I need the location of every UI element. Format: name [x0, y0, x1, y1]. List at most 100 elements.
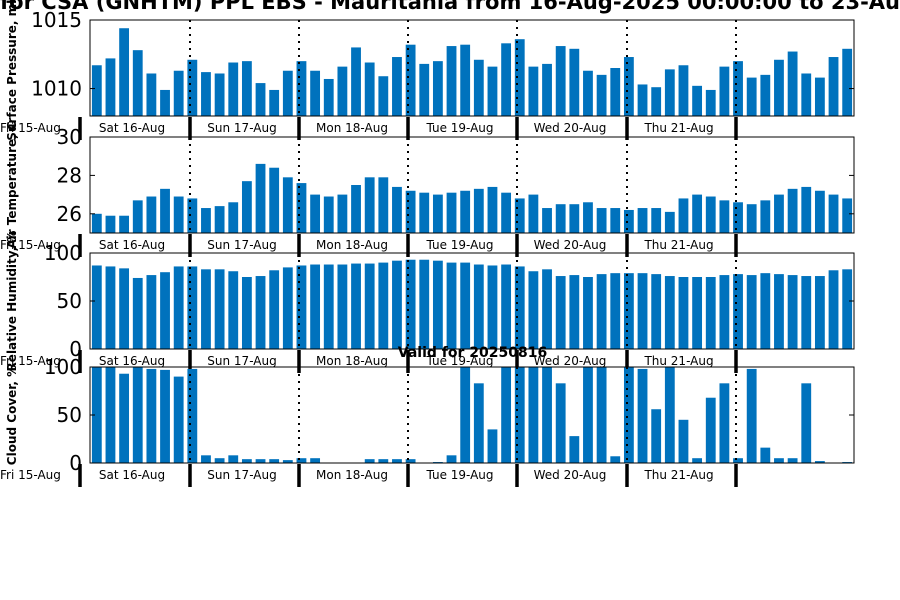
- bar-3-10: [228, 455, 239, 463]
- bar-2-24: [419, 259, 430, 349]
- y-tick-label-2-2: 100: [44, 241, 82, 265]
- bar-3-14: [282, 460, 293, 463]
- bar-3-4: [146, 368, 157, 463]
- plot-frame-0: [89, 19, 855, 117]
- bar-3-13: [269, 459, 280, 463]
- bar-1-32: [528, 194, 539, 233]
- bar-1-26: [446, 192, 457, 233]
- bar-3-34: [555, 383, 566, 463]
- bar-3-46: [719, 383, 730, 463]
- y-tick-label-0-0: 1010: [31, 77, 82, 101]
- bar-0-32: [528, 66, 539, 116]
- bar-1-43: [678, 198, 689, 233]
- bar-1-41: [651, 208, 662, 233]
- bar-0-2: [119, 28, 130, 117]
- bar-1-16: [310, 194, 321, 233]
- bar-0-17: [323, 78, 334, 116]
- x-day-label-3-0: Sat 16-Aug: [99, 468, 165, 482]
- x-day-label-1-5: Thu 21-Aug: [643, 238, 713, 252]
- bar-2-36: [583, 277, 593, 349]
- bar-0-33: [542, 63, 552, 116]
- bar-2-22: [392, 260, 402, 349]
- bar-0-36: [583, 70, 593, 116]
- bar-1-51: [787, 188, 798, 233]
- y-tick-label-1-1: 28: [57, 163, 82, 187]
- x-day-label-1-0: Sat 16-Aug: [99, 238, 165, 252]
- bar-2-50: [774, 274, 784, 349]
- bar-2-30: [501, 264, 512, 349]
- bar-2-23: [405, 259, 416, 349]
- bar-0-39: [623, 57, 634, 116]
- chart-title: for CSA (GNHTM) PPL EBS - Mauritania fro…: [0, 0, 900, 14]
- bar-1-30: [501, 192, 512, 233]
- bar-0-21: [378, 76, 389, 116]
- bar-2-47: [733, 274, 743, 349]
- bar-0-46: [719, 66, 730, 116]
- bar-0-43: [678, 65, 689, 116]
- bar-2-25: [432, 260, 443, 349]
- bar-2-6: [173, 266, 184, 349]
- bar-1-21: [378, 177, 389, 233]
- bar-1-23: [405, 190, 416, 233]
- bar-1-4: [146, 196, 157, 233]
- bar-1-17: [323, 196, 334, 233]
- bar-3-27: [460, 367, 471, 463]
- bar-1-15: [296, 183, 307, 233]
- bar-2-53: [814, 276, 825, 349]
- y-axis-label-1: Air Temperature, C: [5, 121, 19, 249]
- bar-0-11: [241, 61, 252, 116]
- bar-0-37: [596, 74, 607, 116]
- bar-1-5: [160, 188, 170, 233]
- bar-3-16: [310, 458, 321, 463]
- plot-frame-3: [89, 366, 855, 464]
- bar-1-14: [282, 177, 293, 233]
- bar-3-42: [664, 367, 675, 463]
- bar-1-45: [705, 196, 716, 233]
- bar-0-52: [801, 73, 812, 116]
- bar-0-16: [310, 70, 321, 116]
- bar-3-30: [501, 367, 512, 463]
- bar-1-6: [173, 196, 184, 233]
- bar-3-50: [774, 458, 784, 463]
- bar-0-19: [351, 47, 361, 116]
- bar-3-28: [473, 383, 484, 463]
- bar-2-11: [241, 277, 252, 349]
- bar-3-1: [105, 367, 116, 463]
- bar-2-46: [719, 275, 730, 349]
- bar-0-54: [828, 57, 839, 116]
- bar-1-37: [596, 208, 607, 233]
- bar-1-13: [269, 167, 280, 233]
- x-day-label-2-1: Sun 17-Aug: [207, 354, 276, 368]
- bar-0-12: [255, 83, 266, 116]
- x-day-label-1-1: Sun 17-Aug: [207, 238, 276, 252]
- bar-1-44: [692, 194, 703, 233]
- bar-3-12: [255, 459, 266, 463]
- x-day-label-1-4: Wed 20-Aug: [534, 238, 607, 252]
- bar-1-48: [746, 204, 757, 233]
- bar-0-40: [637, 84, 648, 116]
- bar-2-0: [91, 265, 102, 349]
- bar-2-55: [842, 269, 853, 349]
- bar-1-33: [542, 208, 552, 233]
- bar-0-8: [201, 72, 211, 116]
- bar-1-50: [774, 194, 784, 233]
- bar-2-20: [364, 263, 375, 349]
- bar-2-35: [569, 275, 580, 349]
- bar-3-6: [173, 376, 184, 463]
- bar-2-12: [255, 276, 266, 349]
- x-day-label-2-3: Tue 19-Aug: [425, 354, 493, 368]
- bar-1-11: [241, 181, 252, 233]
- x-day-label-3-2: Mon 18-Aug: [316, 468, 388, 482]
- bar-3-7: [187, 368, 198, 463]
- x-day-label-0-0: Sat 16-Aug: [99, 121, 165, 135]
- bar-2-29: [487, 265, 498, 349]
- bar-1-49: [760, 200, 771, 233]
- bar-2-42: [664, 276, 675, 349]
- bar-2-39: [623, 273, 634, 349]
- bar-2-13: [269, 270, 280, 349]
- bar-0-34: [555, 46, 566, 117]
- bar-0-51: [787, 51, 798, 116]
- bar-0-45: [705, 89, 716, 116]
- bar-3-8: [201, 455, 211, 463]
- bar-3-48: [746, 368, 757, 463]
